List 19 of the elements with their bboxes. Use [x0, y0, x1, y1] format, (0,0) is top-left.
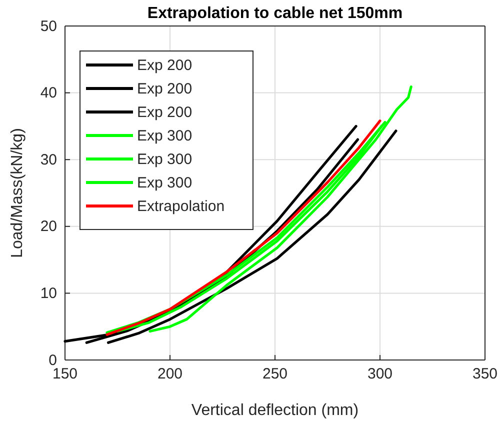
legend-label: Exp 300	[137, 128, 192, 144]
y-axis-title: Load/Mass(kN/kg)	[9, 128, 26, 258]
x-tick-label: 250	[262, 366, 288, 383]
legend-label: Exp 200	[137, 80, 192, 98]
legend-label: Exp 300	[137, 151, 192, 168]
x-axis-title: Vertical deflection (mm)	[191, 402, 359, 419]
legend-label: Exp 300	[137, 174, 192, 192]
chart-title: Extrapolation to cable net 150mm	[147, 5, 403, 22]
legend-label: Extrapolation	[137, 198, 225, 215]
legend-label: Exp 200	[137, 104, 192, 121]
y-tick-label: 50	[40, 18, 57, 35]
y-tick-label: 40	[40, 84, 57, 102]
y-tick-label: 20	[40, 218, 57, 236]
x-tick-label: 200	[157, 366, 183, 383]
legend-label: Exp 200	[137, 57, 192, 74]
x-tick-label: 300	[367, 366, 393, 383]
y-tick-label: 30	[40, 151, 57, 168]
y-tick-label: 10	[40, 285, 57, 302]
x-tick-label: 350	[472, 366, 498, 383]
